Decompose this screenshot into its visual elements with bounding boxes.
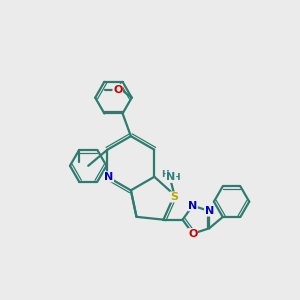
Text: H: H [172, 173, 180, 182]
Text: H: H [160, 170, 168, 179]
Text: N: N [205, 206, 214, 216]
Text: N: N [166, 172, 176, 182]
Text: S: S [170, 192, 178, 202]
Text: O: O [188, 229, 197, 239]
Text: N: N [104, 172, 113, 182]
Text: O: O [113, 85, 122, 94]
Text: N: N [188, 201, 197, 211]
